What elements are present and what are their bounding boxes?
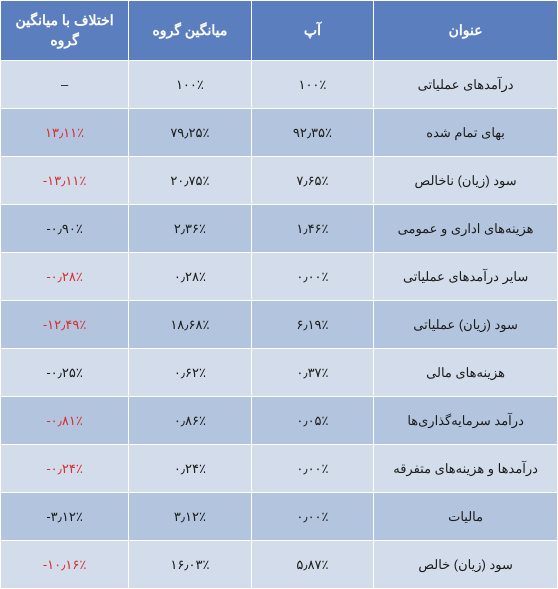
cell-title: هزینه‌های اداری و عمومی xyxy=(374,205,558,253)
cell-title: سود (زیان) عملیاتی xyxy=(374,301,558,349)
table-body: درآمدهای عملیاتی١٠٠٪١٠٠٪–بهای تمام شده٩٢… xyxy=(1,61,558,589)
table-row: سود (زیان) ناخالص٧٫۶۵٪٢٠٫٧۵٪-١٣٫١١٪ xyxy=(1,157,558,205)
cell-title: مالیات xyxy=(374,493,558,541)
cell-ap: ١٠٠٪ xyxy=(251,61,374,109)
cell-title: درآمدهای عملیاتی xyxy=(374,61,558,109)
table-row: سود (زیان) خالص۵٫٨٧٪١۶٫٠٣٪-١٠٫١۶٪ xyxy=(1,541,558,589)
cell-diff: – xyxy=(1,61,129,109)
cell-diff: -٠٫٢٨٪ xyxy=(1,253,129,301)
cell-ap: ٠٫٠۵٪ xyxy=(251,397,374,445)
cell-ap: ٠٫٠٠٪ xyxy=(251,445,374,493)
table-row: درآمدهای عملیاتی١٠٠٪١٠٠٪– xyxy=(1,61,558,109)
cell-diff: -١٢٫۴٩٪ xyxy=(1,301,129,349)
table-row: درآمدها و هزینه‌های متفرقه٠٫٠٠٪٠٫٢۴٪-٠٫٢… xyxy=(1,445,558,493)
cell-diff: -٠٫٨١٪ xyxy=(1,397,129,445)
cell-title: درآمد سرمایه‌گذاری‌ها xyxy=(374,397,558,445)
cell-avg: ٠٫۶٢٪ xyxy=(129,349,252,397)
cell-ap: ۶٫١٩٪ xyxy=(251,301,374,349)
header-title: عنوان xyxy=(374,1,558,61)
header-diff: اختلاف با میانگین گروه xyxy=(1,1,129,61)
cell-diff: -١٣٫١١٪ xyxy=(1,157,129,205)
cell-diff: ١٣٫١١٪ xyxy=(1,109,129,157)
cell-title: سایر درآمدهای عملیاتی xyxy=(374,253,558,301)
cell-ap: ٩٢٫٣۵٪ xyxy=(251,109,374,157)
header-ap: آپ xyxy=(251,1,374,61)
cell-avg: ١٠٠٪ xyxy=(129,61,252,109)
header-group-avg: میانگین گروه xyxy=(129,1,252,61)
cell-title: هزینه‌های مالی xyxy=(374,349,558,397)
cell-title: سود (زیان) خالص xyxy=(374,541,558,589)
cell-avg: ٢٠٫٧۵٪ xyxy=(129,157,252,205)
financial-table: عنوان آپ میانگین گروه اختلاف با میانگین … xyxy=(0,0,558,589)
cell-ap: ٠٫٠٠٪ xyxy=(251,493,374,541)
table-row: سود (زیان) عملیاتی۶٫١٩٪١٨٫۶٨٪-١٢٫۴٩٪ xyxy=(1,301,558,349)
cell-avg: ٧٩٫٢۵٪ xyxy=(129,109,252,157)
cell-avg: ١۶٫٠٣٪ xyxy=(129,541,252,589)
header-row: عنوان آپ میانگین گروه اختلاف با میانگین … xyxy=(1,1,558,61)
cell-avg: ٠٫٢۴٪ xyxy=(129,445,252,493)
cell-ap: ۵٫٨٧٪ xyxy=(251,541,374,589)
table-row: هزینه‌های اداری و عمومی١٫۴۶٪٢٫٣۶٪-٠٫٩٠٪ xyxy=(1,205,558,253)
cell-ap: ١٫۴۶٪ xyxy=(251,205,374,253)
table-row: مالیات٠٫٠٠٪٣٫١٢٪-٣٫١٢٪ xyxy=(1,493,558,541)
cell-diff: -٠٫٩٠٪ xyxy=(1,205,129,253)
cell-diff: -٠٫٢۵٪ xyxy=(1,349,129,397)
cell-avg: ٢٫٣۶٪ xyxy=(129,205,252,253)
cell-title: بهای تمام شده xyxy=(374,109,558,157)
table-row: درآمد سرمایه‌گذاری‌ها٠٫٠۵٪٠٫٨۶٪-٠٫٨١٪ xyxy=(1,397,558,445)
table-row: هزینه‌های مالی٠٫٣٧٪٠٫۶٢٪-٠٫٢۵٪ xyxy=(1,349,558,397)
cell-avg: ١٨٫۶٨٪ xyxy=(129,301,252,349)
cell-ap: ٠٫٠٠٪ xyxy=(251,253,374,301)
cell-ap: ٧٫۶۵٪ xyxy=(251,157,374,205)
cell-avg: ٠٫٨۶٪ xyxy=(129,397,252,445)
table-row: سایر درآمدهای عملیاتی٠٫٠٠٪٠٫٢٨٪-٠٫٢٨٪ xyxy=(1,253,558,301)
cell-title: سود (زیان) ناخالص xyxy=(374,157,558,205)
cell-avg: ٣٫١٢٪ xyxy=(129,493,252,541)
cell-diff: -٠٫٢۴٪ xyxy=(1,445,129,493)
table-row: بهای تمام شده٩٢٫٣۵٪٧٩٫٢۵٪١٣٫١١٪ xyxy=(1,109,558,157)
cell-avg: ٠٫٢٨٪ xyxy=(129,253,252,301)
cell-title: درآمدها و هزینه‌های متفرقه xyxy=(374,445,558,493)
cell-diff: -١٠٫١۶٪ xyxy=(1,541,129,589)
cell-diff: -٣٫١٢٪ xyxy=(1,493,129,541)
cell-ap: ٠٫٣٧٪ xyxy=(251,349,374,397)
